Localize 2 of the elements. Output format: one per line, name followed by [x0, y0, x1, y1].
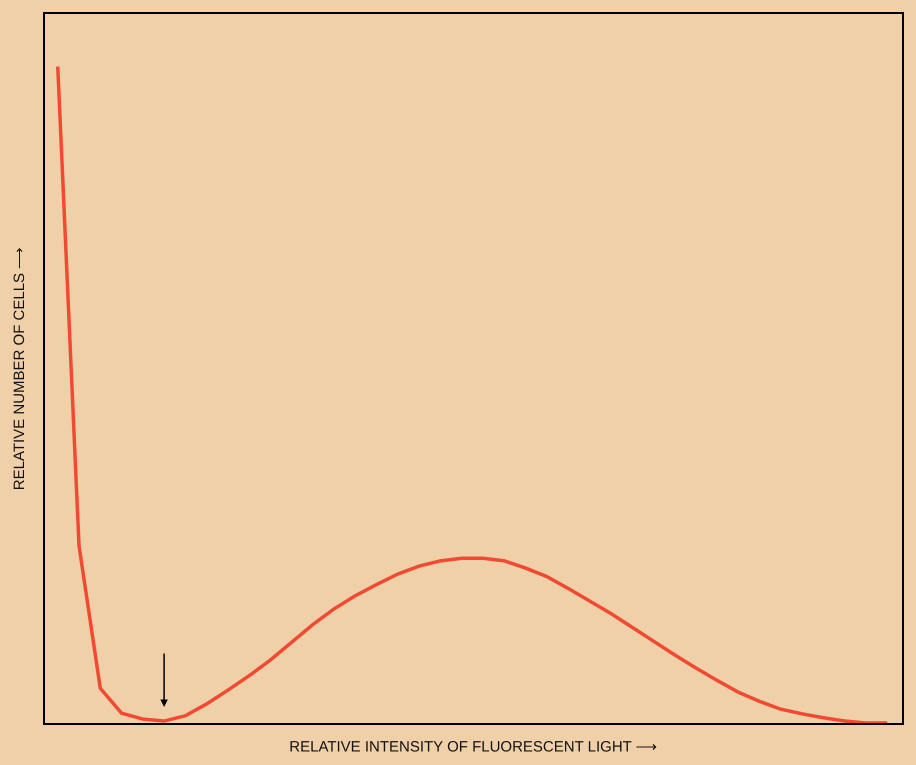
- y-axis-title: RELATIVE NUMBER OF CELLS ⟶: [11, 246, 28, 490]
- x-axis-title: RELATIVE INTENSITY OF FLUORESCENT LIGHT ⟶: [289, 738, 658, 756]
